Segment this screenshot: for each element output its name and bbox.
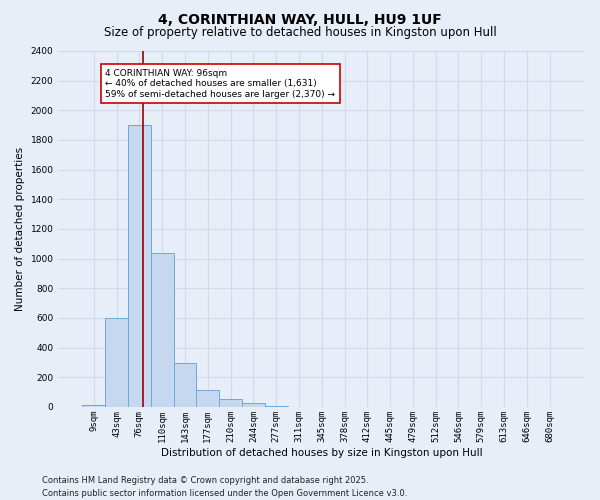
Bar — [151, 252, 173, 407]
Y-axis label: Number of detached properties: Number of detached properties — [15, 147, 25, 311]
X-axis label: Distribution of detached houses by size in Kingston upon Hull: Distribution of detached houses by size … — [161, 448, 482, 458]
Text: 4 CORINTHIAN WAY: 96sqm
← 40% of detached houses are smaller (1,631)
59% of semi: 4 CORINTHIAN WAY: 96sqm ← 40% of detache… — [105, 69, 335, 98]
Bar — [105, 318, 128, 407]
Bar — [128, 125, 151, 407]
Bar — [82, 404, 105, 407]
Bar — [196, 390, 219, 407]
Text: 4, CORINTHIAN WAY, HULL, HU9 1UF: 4, CORINTHIAN WAY, HULL, HU9 1UF — [158, 12, 442, 26]
Text: Contains HM Land Registry data © Crown copyright and database right 2025.
Contai: Contains HM Land Registry data © Crown c… — [42, 476, 407, 498]
Bar — [219, 399, 242, 407]
Bar — [173, 363, 196, 407]
Bar — [265, 406, 287, 407]
Bar — [242, 403, 265, 407]
Text: Size of property relative to detached houses in Kingston upon Hull: Size of property relative to detached ho… — [104, 26, 496, 39]
